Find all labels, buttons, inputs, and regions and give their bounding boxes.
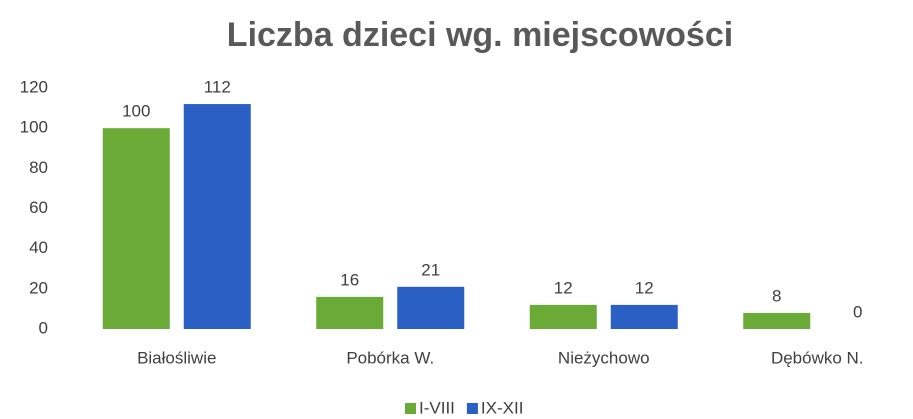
legend-swatch [405, 403, 416, 414]
bar [529, 304, 597, 329]
value-label: 16 [340, 270, 359, 289]
legend-label: I-VIII [419, 398, 455, 417]
x-tick-label: Pobórka W. [346, 348, 434, 367]
value-label: 100 [122, 102, 150, 121]
x-tick-label: Nieżychowo [558, 348, 650, 367]
x-tick-label: Białośliwie [137, 348, 216, 367]
bar [183, 104, 251, 329]
value-label: 112 [204, 78, 231, 97]
value-label: 0 [853, 302, 862, 321]
legend-swatch [466, 403, 478, 414]
value-label: 12 [554, 278, 573, 297]
bar [316, 296, 384, 329]
chart-title: Liczba dzieci wg. miejscowości [227, 16, 733, 54]
bar [743, 312, 811, 329]
legend-label: IX-XII [481, 398, 524, 417]
y-tick-label: 100 [20, 118, 48, 137]
y-tick-label: 0 [39, 318, 48, 337]
bar [610, 304, 678, 329]
bar [102, 128, 170, 329]
y-tick-label: 80 [29, 158, 48, 177]
y-tick-label: 40 [29, 238, 48, 257]
bar [397, 286, 465, 329]
y-tick-label: 60 [29, 198, 48, 217]
value-label: 8 [772, 286, 781, 305]
y-tick-label: 120 [20, 77, 48, 96]
value-label: 12 [635, 278, 654, 297]
value-label: 21 [421, 260, 440, 279]
x-tick-label: Dębówko N. [771, 348, 864, 367]
y-tick-label: 20 [29, 278, 48, 297]
